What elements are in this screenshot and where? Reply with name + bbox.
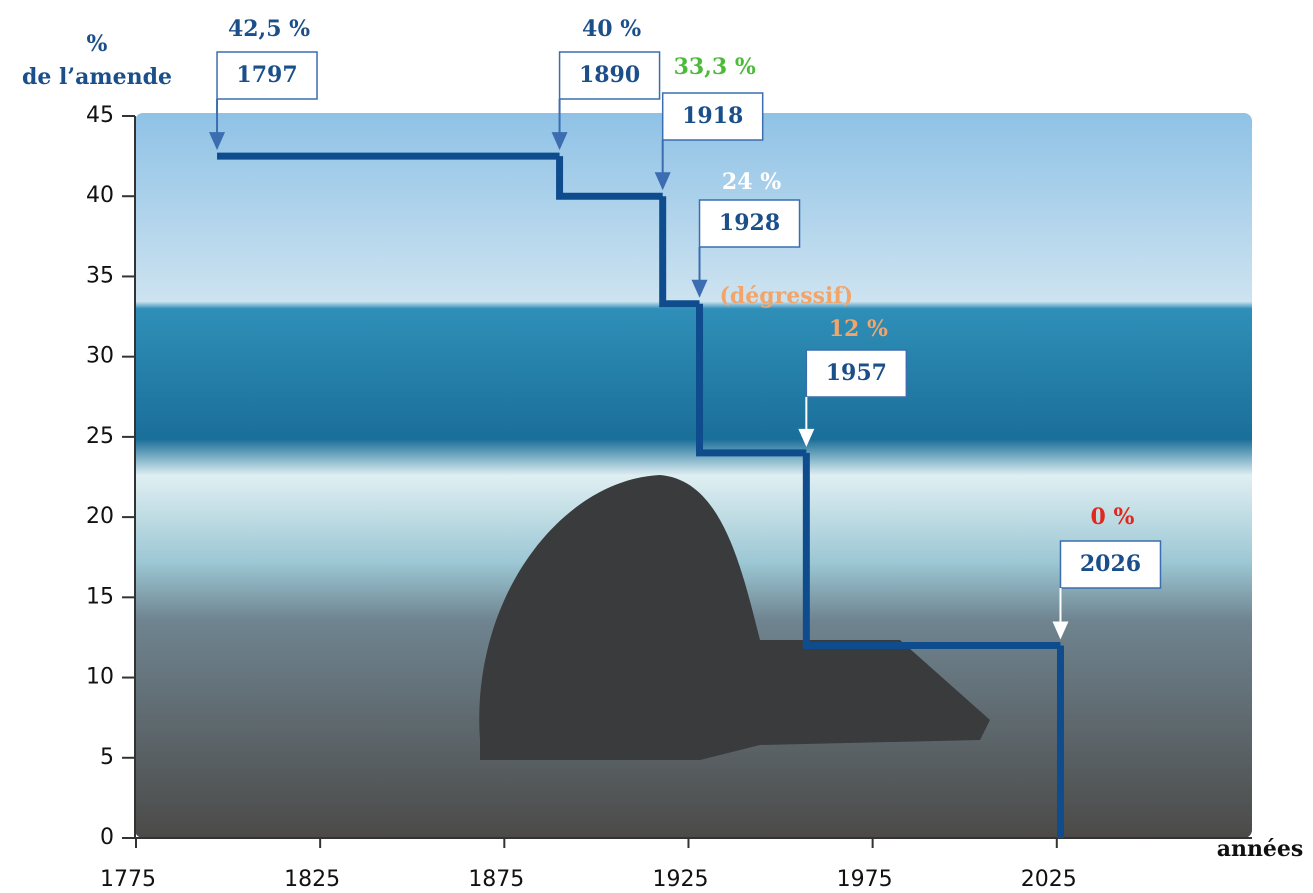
arrow-head (691, 279, 708, 298)
annotation: (dégressif) (719, 283, 853, 309)
year-label: 1918 (682, 103, 743, 129)
arrow-head (654, 172, 671, 191)
step-segment (659, 196, 700, 308)
year-box (661, 92, 764, 141)
y-tick-label: 15 (86, 584, 114, 609)
year-label: 1890 (579, 62, 640, 88)
x-tick-label: 1925 (652, 867, 708, 892)
year-box (805, 349, 908, 398)
y-tick-label: 25 (86, 424, 114, 449)
y-tick-label: 30 (86, 344, 114, 369)
y-tick-label: 40 (86, 183, 114, 208)
value-label: 42,5 % (228, 16, 310, 42)
year-label: 1797 (236, 62, 297, 88)
y-tick-label: 35 (86, 263, 114, 288)
value-label: 0 % (1091, 504, 1135, 530)
x-tick-label: 1775 (100, 867, 156, 892)
y-tick-label: 0 (100, 825, 114, 850)
year-box (1059, 540, 1162, 589)
step-segment (556, 156, 663, 200)
y-tick-label: 10 (86, 665, 114, 690)
x-axis-label: années (1217, 836, 1304, 862)
value-label: 33,3 % (674, 54, 756, 80)
x-tick-label: 2025 (1021, 867, 1077, 892)
year-label: 1928 (719, 210, 780, 236)
arrow-head (798, 428, 815, 447)
year-label: 1957 (826, 360, 887, 386)
arrow-head (1052, 621, 1069, 640)
x-tick-label: 1825 (284, 867, 340, 892)
y-tick-label: 45 (86, 103, 114, 128)
value-label: 40 % (582, 16, 641, 42)
y-axis-label: % (87, 31, 108, 57)
y-tick-label: 5 (100, 745, 114, 770)
background-photo (135, 113, 1252, 838)
year-box (698, 199, 801, 248)
step-segment (802, 452, 1061, 649)
y-tick-label: 20 (86, 504, 114, 529)
year-box (216, 51, 318, 100)
arrow-head (551, 132, 568, 151)
value-label: 12 % (829, 316, 888, 342)
x-tick-label: 1875 (468, 867, 524, 892)
step-segment (696, 303, 807, 457)
value-label: 24 % (722, 169, 781, 195)
year-box (558, 51, 661, 100)
figure-silhouette (479, 475, 990, 760)
arrow-head (209, 132, 226, 151)
x-tick-label: 1975 (837, 867, 893, 892)
year-label: 2026 (1080, 551, 1141, 577)
y-axis-label: de l’amende (22, 64, 172, 90)
